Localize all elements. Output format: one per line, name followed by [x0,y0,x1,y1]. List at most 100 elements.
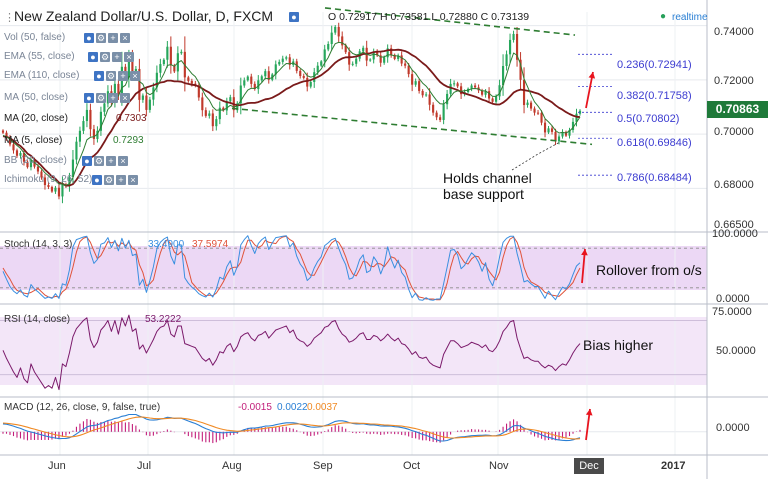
candle-body [208,113,211,116]
visibility-icon[interactable]: ● [289,12,299,22]
study-ma50-add-icon[interactable]: + [108,93,118,103]
study-vol-eye-icon[interactable]: ● [84,33,94,43]
stoch-tick-100: 100.0000 [712,228,758,240]
study-ema110-close-icon[interactable]: × [130,71,140,81]
candle-body [355,58,358,64]
time-tick-sep: Sep [313,460,333,472]
rsi-label[interactable]: RSI (14, close) [4,314,71,325]
candle-body [267,71,270,80]
candle-body [334,26,337,33]
time-tick-oct: Oct [403,460,421,472]
candle-body [453,83,456,85]
study-ema110-settings-icon[interactable]: ⚙ [106,71,116,81]
rsi-tick-75: 75.0000 [712,306,752,318]
study-ichimoku[interactable]: Ichimoku (9, 26, 52) [4,174,93,185]
study-ema110-eye-icon[interactable]: ● [94,71,104,81]
candle-body [414,81,417,85]
candle-body [456,83,459,87]
study-ma50-close-icon[interactable]: × [120,93,130,103]
ohlc-readout: O 0.72917 H 0.73581 L 0.72880 C 0.73139 [328,11,529,23]
arrow-head-1 [581,249,588,256]
stoch-tick-0: 0.0000 [716,293,750,305]
arrow-head-0 [588,72,596,79]
study-bb-eye-icon[interactable]: ● [82,156,92,166]
realtime-dot-icon: ● [660,11,667,22]
candle-body [386,48,389,58]
candle-body [225,101,228,111]
realtime-label: realtime [672,12,708,23]
price-tick-2: 0.72000 [714,75,754,87]
candle-body [57,187,61,197]
study-ma20[interactable]: MA (20, close) [4,113,68,124]
study-vol-close-icon[interactable]: × [120,33,130,43]
ohlc-close-tag: C [480,11,492,23]
candle-body [547,128,550,133]
candle-body [12,144,15,151]
candle-body [106,91,109,104]
candle-body [418,81,421,91]
rsi-value: 53.2222 [145,314,182,325]
study-vol-add-icon[interactable]: + [108,33,118,43]
candle-body [302,76,305,78]
study-vol-settings-icon[interactable]: ⚙ [96,33,106,43]
ohlc-high: 0.73581 [390,11,429,23]
candle-body [243,80,246,86]
candle-body [411,74,414,85]
candle-body [425,94,428,96]
candle-body [299,70,302,77]
rsi-annotation: Bias higher [583,337,654,353]
candle-body [439,117,442,120]
study-ema55-close-icon[interactable]: × [124,52,134,62]
price-tick-5: 0.66500 [714,219,754,231]
macd-label[interactable]: MACD (12, 26, close, 9, false, true) [4,402,161,413]
candle-body [222,107,225,111]
candle-body [313,72,316,82]
candle-body [488,91,491,99]
fibonacci-guides [578,53,612,176]
study-ichimoku-eye-icon[interactable]: ● [92,175,102,185]
candle-body [470,85,473,89]
study-ema55-add-icon[interactable]: + [112,52,122,62]
candle-body [501,65,505,86]
ohlc-open-tag: O [328,11,340,23]
study-ma50[interactable]: MA (50, close) [4,92,68,103]
study-ichimoku-close-icon[interactable]: × [128,175,138,185]
support-annotation-line1: Holds channel [443,170,532,186]
study-ema55-settings-icon[interactable]: ⚙ [100,52,110,62]
study-ema110[interactable]: EMA (110, close) [4,70,80,81]
candle-body [246,76,249,81]
study-ichimoku-settings-icon[interactable]: ⚙ [104,175,114,185]
candle-body [288,57,291,65]
study-vol[interactable]: Vol (50, false) [4,32,66,43]
study-ema55-eye-icon[interactable]: ● [88,52,98,62]
candle-body [281,58,284,62]
candle-body [330,32,333,45]
candle-body [460,86,463,95]
study-ichimoku-add-icon[interactable]: + [116,175,126,185]
study-bb[interactable]: BB (20, close) [4,155,67,166]
study-bb-add-icon[interactable]: + [106,156,116,166]
panel-separators [0,231,768,398]
candle-body [250,76,253,84]
rsi-tick-50: 50.0000 [716,345,756,357]
candle-body [529,102,533,109]
stoch-d-line [2,235,581,301]
window-controls: ⋮ [4,12,15,24]
study-ma5[interactable]: MA (5, close) [4,135,63,146]
study-bb-close-icon[interactable]: × [118,156,128,166]
study-ma50-eye-icon[interactable]: ● [84,93,94,103]
stoch-label[interactable]: Stoch (14, 3, 3) [4,239,73,250]
candle-body [432,104,435,113]
study-ma50-settings-icon[interactable]: ⚙ [96,93,106,103]
candle-body [15,150,19,156]
study-ema110-add-icon[interactable]: + [118,71,128,81]
candle-body [78,130,82,142]
candle-body [127,57,130,78]
candle-body [5,132,8,139]
study-bb-settings-icon[interactable]: ⚙ [94,156,104,166]
study-ema55[interactable]: EMA (55, close) [4,51,75,62]
support-callout-line [511,141,561,171]
channel-lower-line [231,107,593,146]
